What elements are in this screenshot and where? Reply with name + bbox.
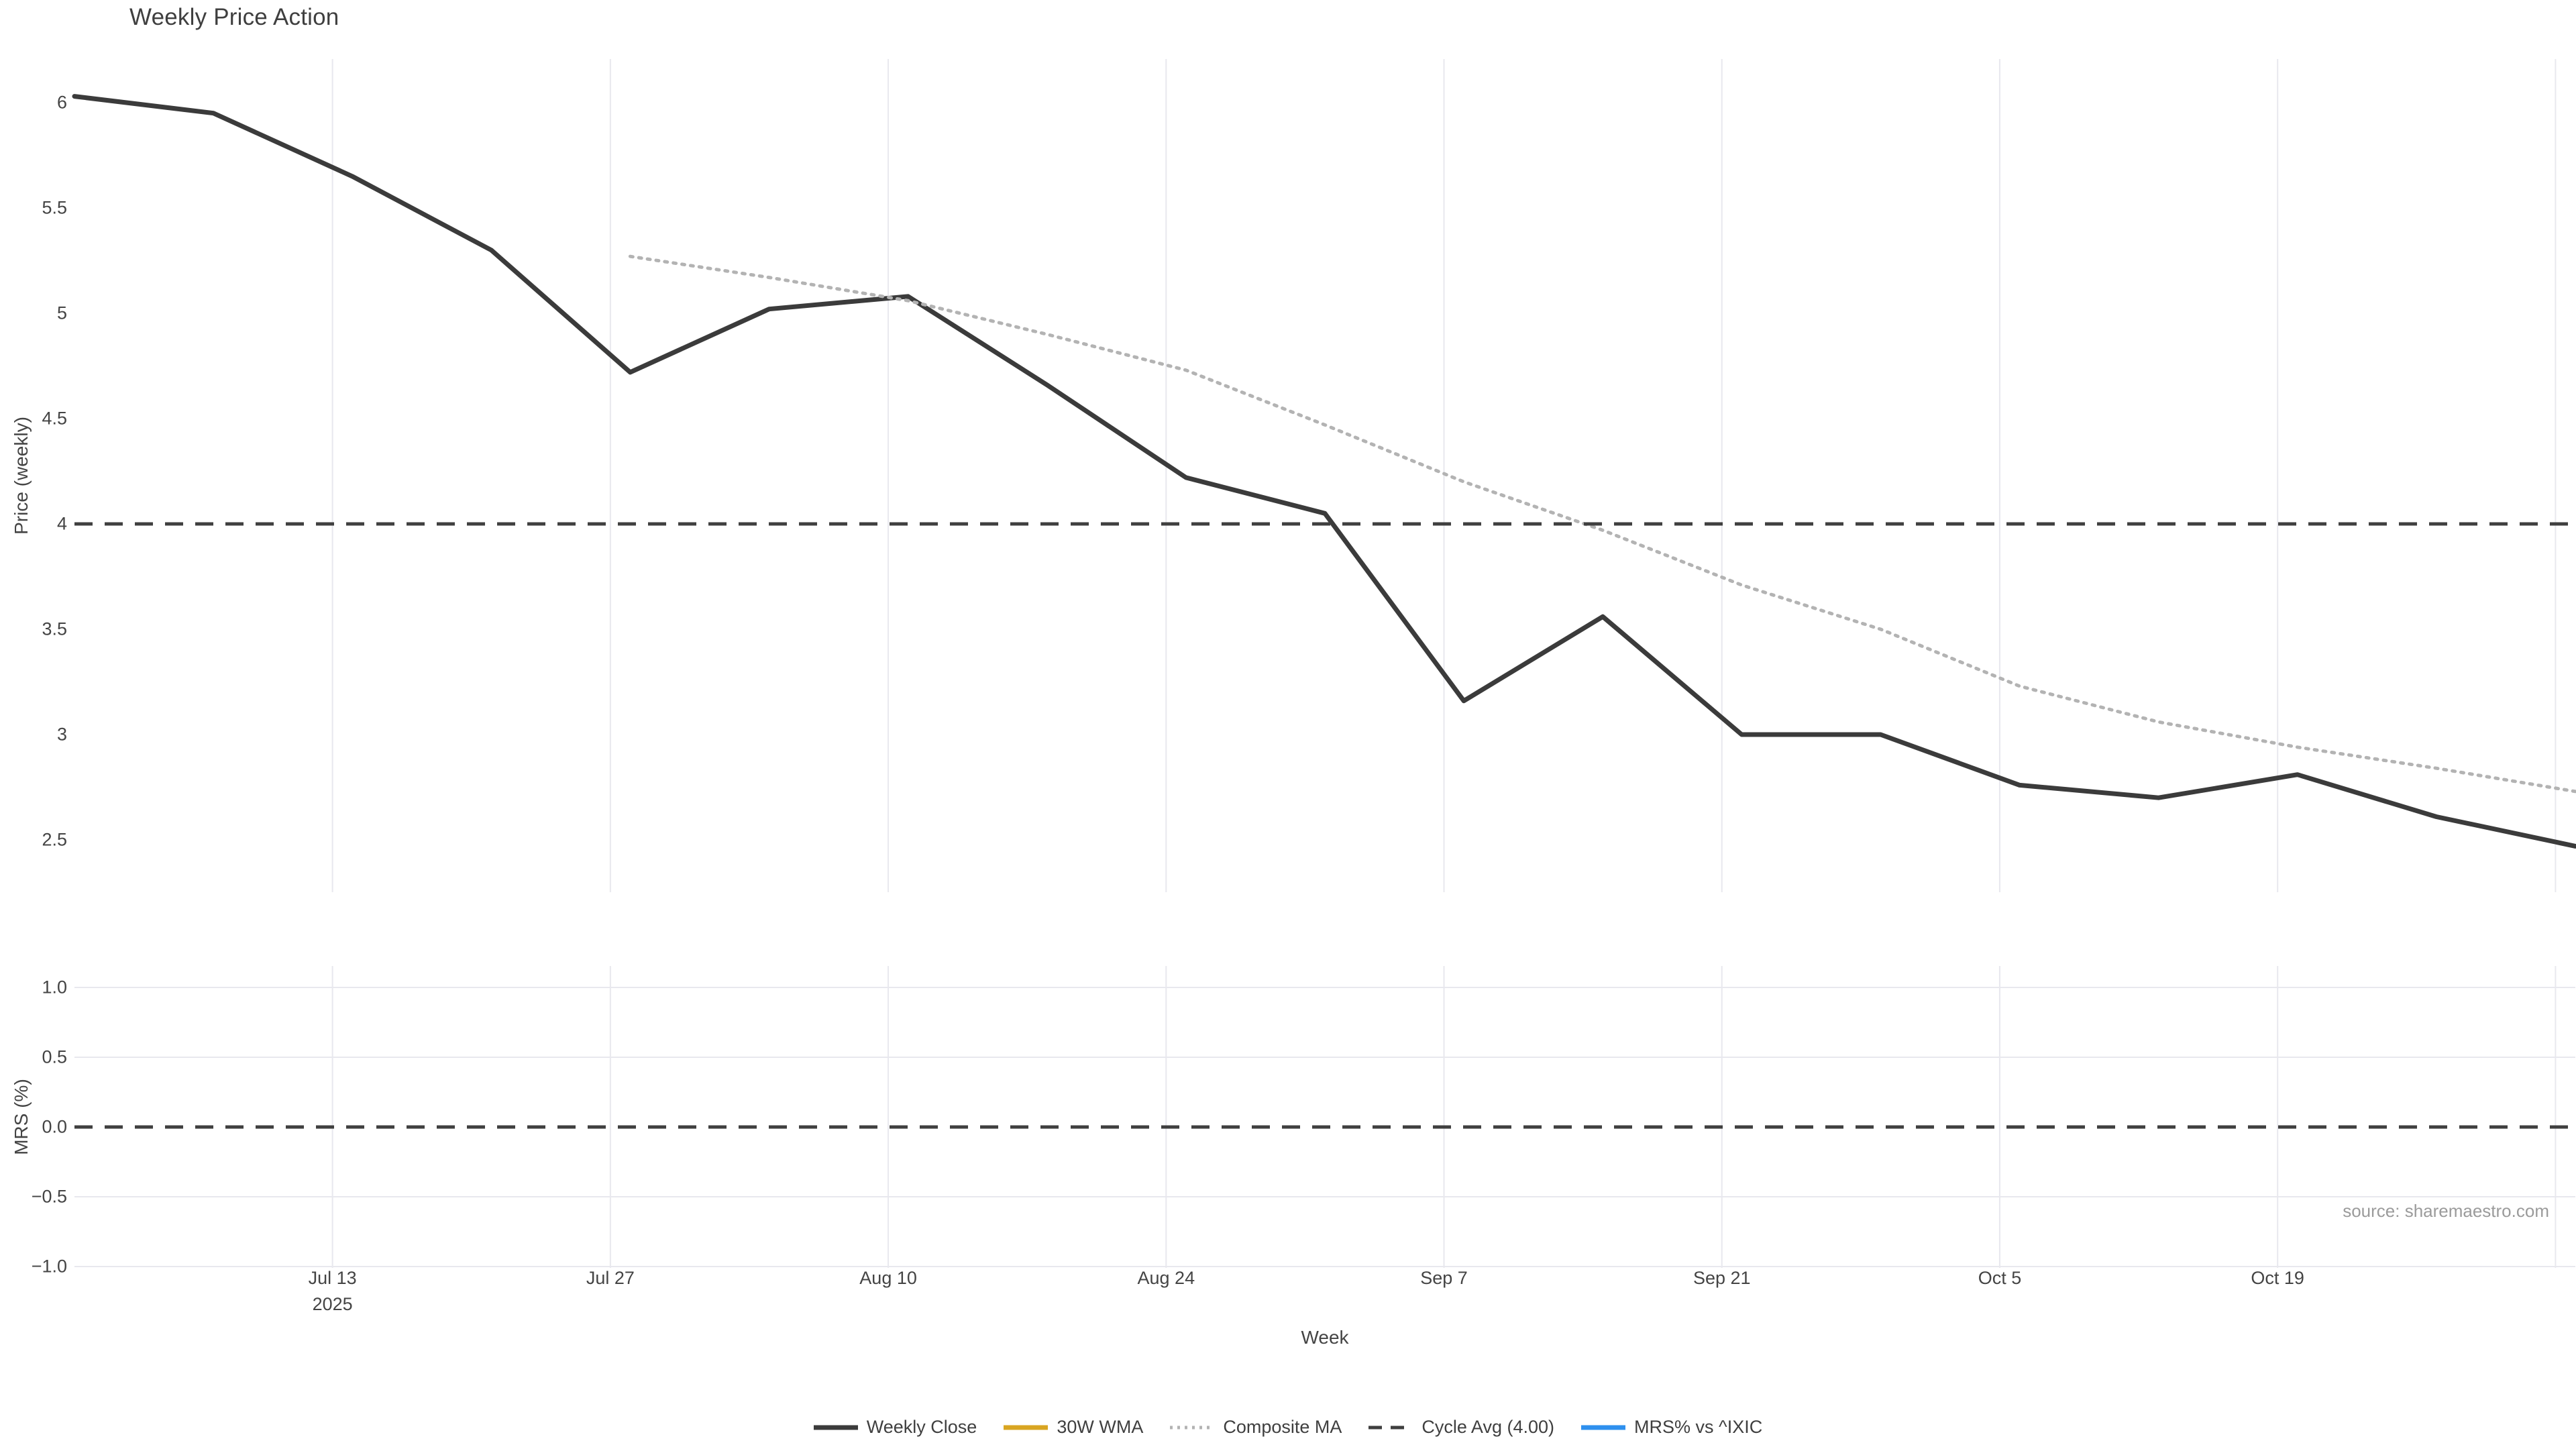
y-tick-label: 5 [56,303,67,323]
y-tick-label: 0.0 [42,1116,67,1137]
legend-label: Composite MA [1223,1417,1342,1437]
y-tick-label: 4 [56,513,67,534]
x-tick-label: Sep 21 [1693,1268,1751,1288]
y-tick-label: 6 [56,92,67,113]
source-credit: source: sharemaestro.com [2343,1201,2549,1221]
legend-label: Cycle Avg (4.00) [1421,1417,1555,1437]
legend-item-30w-wma[interactable]: 30W WMA [1004,1417,1143,1438]
legend-swatch-dotted [1170,1426,1215,1429]
legend-item-composite-ma[interactable]: Composite MA [1170,1417,1342,1438]
x-tick-label: Aug 10 [859,1268,917,1288]
legend-label: Weekly Close [866,1417,977,1437]
page-title: Weekly Price Action [129,4,339,30]
x-tick-label: Oct 19 [2251,1268,2304,1288]
composite-ma-line [628,254,2576,794]
legend-swatch-solid [1581,1425,1626,1430]
x-tick-label: Jul 13 2025 [308,1268,357,1315]
y-tick-label: 3.5 [42,619,67,639]
week-axis-title: Week [1301,1327,1349,1348]
y-tick-label: 1.0 [42,977,67,998]
legend-swatch-dashed [1368,1426,1413,1429]
legend-item-mrs-vs-ixic[interactable]: MRS% vs ^IXIC [1581,1417,1762,1438]
x-tick-label: Sep 7 [1420,1268,1468,1288]
legend-label: 30W WMA [1057,1417,1144,1437]
y-tick-label: 5.5 [42,197,67,218]
y-tick-label: 0.5 [42,1046,67,1067]
y-tick-label: 2.5 [42,829,67,850]
legend-item-weekly-close[interactable]: Weekly Close [813,1417,977,1438]
legend-swatch-solid [1004,1425,1049,1430]
legend: Weekly Close 30W WMA Composite MA Cycle Avg… [0,1417,2576,1438]
legend-swatch-solid [813,1425,858,1430]
x-tick-label: Aug 24 [1137,1268,1195,1288]
x-tick-label: Oct 5 [1978,1268,2022,1288]
y-tick-label: −0.5 [31,1186,67,1207]
legend-label: MRS% vs ^IXIC [1634,1417,1763,1437]
y-tick-label: −1.0 [31,1256,67,1277]
y-tick-label: 4.5 [42,408,67,429]
weekly-close-line [72,94,2576,849]
x-tick-label: Jul 27 [586,1268,635,1288]
legend-item-cycle-avg-4-00[interactable]: Cycle Avg (4.00) [1368,1417,1554,1438]
y-tick-label: 3 [56,724,67,745]
